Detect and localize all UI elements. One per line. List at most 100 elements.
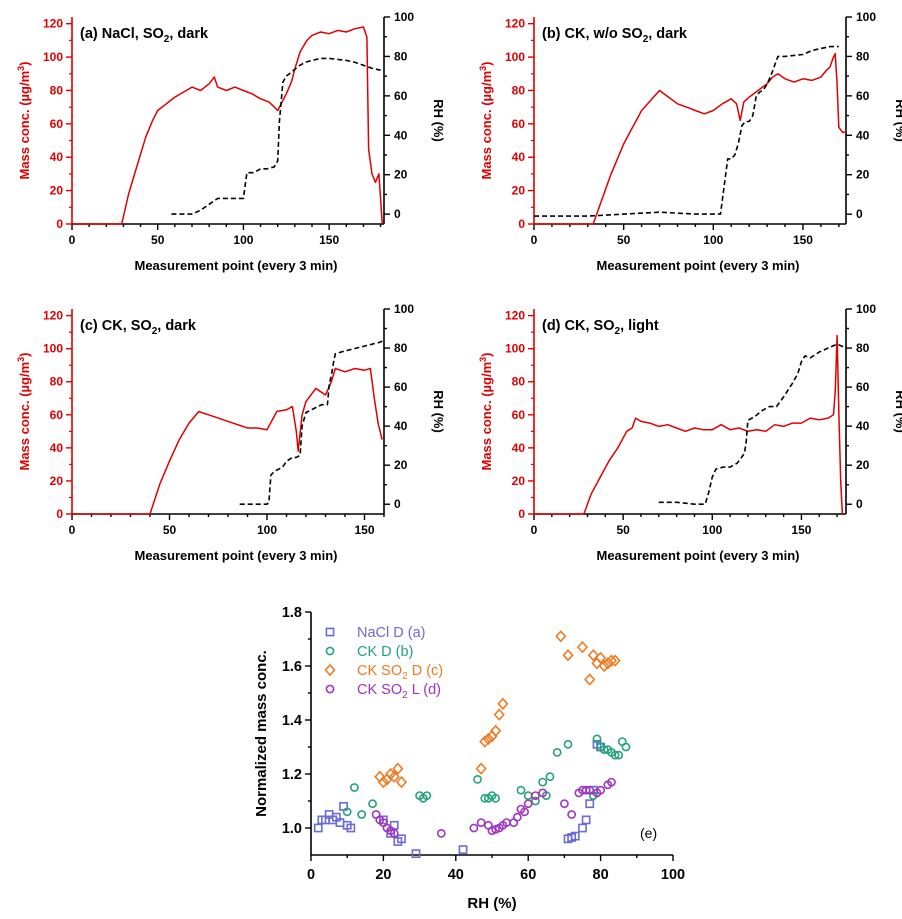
y-left-tick-label: 0 [56, 507, 63, 521]
data-point [531, 796, 540, 806]
panel-title: (a) NaCl, SO2, dark [80, 26, 209, 45]
legend-entry: CK SO2 D (c) [357, 663, 443, 682]
rh-line [534, 45, 839, 217]
mass-conc-line [72, 367, 383, 515]
data-point [584, 673, 596, 686]
x-tick-label: 0 [307, 867, 315, 883]
data-point [458, 845, 468, 854]
y-left-tick-label: 60 [512, 408, 526, 422]
x-tick-label: 40 [448, 867, 464, 883]
panel-label: (e) [640, 825, 657, 841]
data-point [476, 818, 486, 827]
mass-conc-line [72, 26, 384, 225]
y-axis-right-label: RH (%) [431, 390, 446, 433]
y-right-tick-label: 100 [856, 302, 876, 316]
data-point [516, 785, 526, 795]
y-axis-right-label: RH (%) [893, 390, 902, 433]
data-point [490, 724, 502, 737]
data-point [395, 775, 408, 789]
rh-line [658, 343, 847, 506]
y-right-tick-label: 20 [394, 458, 408, 472]
data-point [473, 775, 482, 784]
x-axis-label: Measurement point (every 3 min) [597, 548, 800, 563]
mass-conc-line [534, 52, 846, 225]
y-left-tick-label: 40 [50, 441, 64, 455]
y-left-tick-label: 40 [512, 441, 526, 455]
y-left-tick-label: 100 [43, 50, 63, 64]
y-left-tick-label: 60 [50, 117, 64, 131]
data-point [581, 785, 591, 795]
y-tick-label: 1.2 [282, 767, 302, 783]
panel-b: 0 50 100 150 0 20 40 60 80 100 120 0 20 40 60 80 100 (b) … [478, 10, 902, 273]
x-axis-label: Measurement point (every 3 min) [597, 258, 800, 273]
y-axis-left-label: Mass conc. (µg/m3) [478, 62, 494, 180]
data-point [585, 799, 595, 809]
panel-d: 0 50 100 150 0 20 40 60 80 100 120 0 20 40 60 80 100 (d) … [478, 302, 902, 563]
y-right-tick-label: 0 [394, 497, 401, 511]
y-axis-left-label: Mass conc. (µg/m3) [478, 353, 494, 471]
data-point [609, 654, 621, 667]
data-point [479, 735, 491, 748]
data-point [578, 823, 587, 833]
data-point [346, 823, 356, 833]
y-right-tick-label: 60 [856, 380, 870, 394]
data-point [555, 630, 567, 643]
x-tick-label: 50 [151, 233, 165, 247]
data-point [605, 654, 618, 667]
legend-marker [325, 684, 335, 694]
data-point [545, 772, 555, 782]
data-point [397, 834, 406, 844]
y-left-tick-label: 60 [512, 117, 526, 131]
y-right-tick-label: 100 [394, 302, 414, 316]
data-point [389, 829, 399, 838]
x-axis-label: Measurement point (every 3 min) [135, 548, 338, 563]
y-axis-label: Normalized mass conc. [253, 650, 270, 817]
data-point [422, 791, 432, 800]
data-point [491, 793, 501, 803]
x-tick-label: 20 [375, 867, 391, 883]
y-left-tick-label: 80 [50, 83, 64, 97]
data-point [563, 739, 573, 749]
y-right-tick-label: 40 [856, 419, 870, 433]
x-axis-label: Measurement point (every 3 min) [135, 258, 338, 273]
y-right-tick-label: 20 [856, 168, 870, 182]
y-left-tick-label: 80 [512, 83, 526, 97]
data-point [538, 777, 548, 787]
data-point [607, 777, 616, 787]
y-right-tick-label: 80 [394, 341, 408, 355]
data-point [581, 815, 591, 825]
data-point [469, 823, 479, 833]
data-point [595, 651, 607, 665]
y-tick-label: 1.8 [282, 605, 302, 621]
y-axis-right-label: RH (%) [431, 99, 446, 142]
y-right-tick-label: 80 [856, 341, 870, 355]
y-right-tick-label: 40 [394, 128, 408, 142]
data-point [587, 649, 599, 662]
data-point [493, 708, 505, 721]
panel-title: (b) CK, w/o SO2, dark [542, 26, 688, 45]
y-left-tick-label: 20 [50, 474, 64, 488]
y-left-tick-label: 40 [50, 150, 64, 164]
data-point [512, 812, 522, 822]
x-tick-label: 0 [69, 523, 76, 537]
y-right-tick-label: 0 [394, 207, 401, 221]
data-point [392, 762, 404, 775]
x-tick-label: 0 [69, 233, 76, 247]
panel-a: 0 50 100 150 0 20 40 60 80 100 120 0 20 40 60 80 100 (a) … [16, 10, 446, 273]
data-point [378, 815, 388, 825]
y-left-tick-label: 20 [512, 474, 526, 488]
x-tick-label: 150 [791, 523, 811, 537]
legend-entry: CK SO2 L (d) [357, 682, 441, 701]
y-right-tick-label: 0 [856, 207, 863, 221]
legend-marker [324, 663, 336, 677]
data-point [531, 791, 540, 800]
y-left-tick-label: 120 [505, 309, 525, 323]
x-tick-label: 150 [354, 523, 374, 537]
panel-title: (d) CK, SO2, light [542, 318, 659, 337]
y-left-tick-label: 120 [43, 309, 63, 323]
y-left-tick-label: 0 [518, 507, 525, 521]
x-tick-label: 100 [257, 523, 277, 537]
x-tick-label: 100 [233, 233, 253, 247]
y-left-tick-label: 0 [56, 217, 63, 231]
